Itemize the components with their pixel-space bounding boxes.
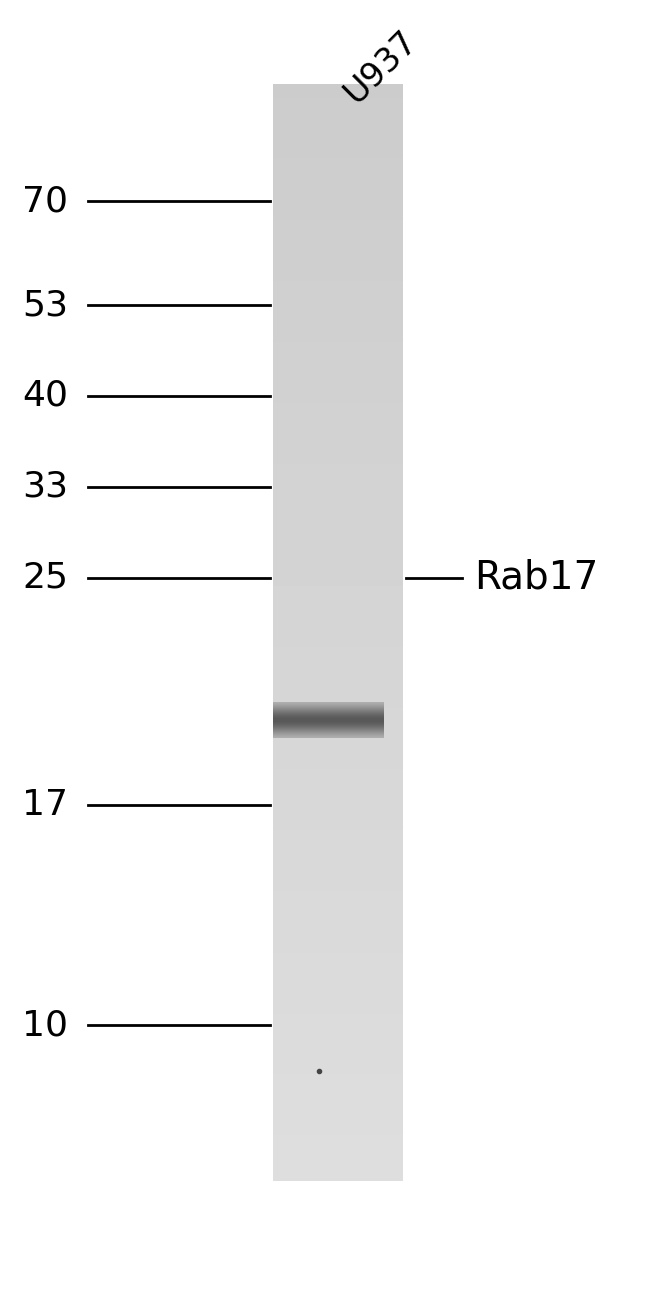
Text: 40: 40 [22,379,68,413]
Text: 25: 25 [22,561,68,594]
Text: 70: 70 [22,184,68,218]
Text: 53: 53 [22,288,68,322]
Text: 10: 10 [22,1009,68,1042]
Text: U937: U937 [338,25,424,110]
Text: Rab17: Rab17 [474,558,599,597]
Text: 17: 17 [22,788,68,822]
Text: 33: 33 [22,470,68,504]
